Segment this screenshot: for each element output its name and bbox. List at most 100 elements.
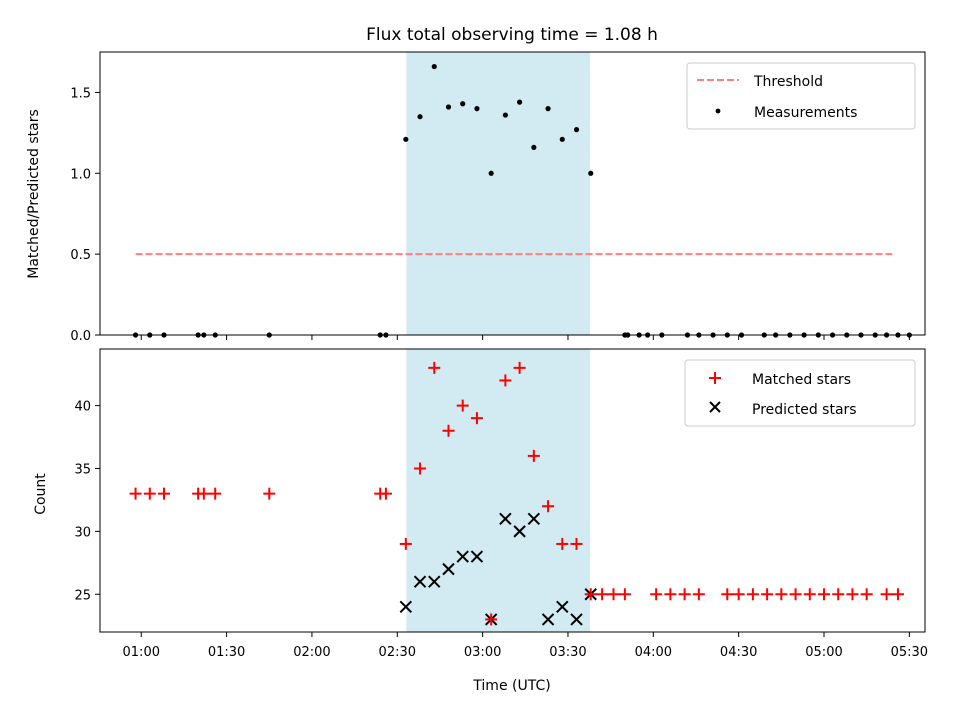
- matched-point: [618, 588, 631, 601]
- y-tick-label: 40: [74, 400, 91, 415]
- matched-point: [607, 588, 620, 601]
- predicted-point: [556, 600, 569, 614]
- x-tick-label: 04:30: [720, 645, 757, 660]
- y-tick-label: 30: [74, 525, 91, 540]
- y-tick-label: 0.0: [70, 329, 91, 344]
- measurement-point: [460, 101, 466, 107]
- predicted-stroke: [470, 550, 484, 563]
- matched-point: [129, 487, 142, 500]
- matched-point: [470, 412, 483, 425]
- top-legend: Threshold Measurements: [686, 62, 916, 130]
- chart-title: Flux total observing time = 1.08 h: [366, 25, 658, 45]
- matched-point: [789, 588, 802, 601]
- matched-point: [721, 588, 734, 601]
- x-axis-label: Time (UTC): [472, 678, 550, 694]
- bottom-y-ticks: 25 30 35 40: [74, 400, 100, 603]
- matched-point: [513, 361, 526, 374]
- legend-measurements-swatch: [715, 108, 721, 114]
- matched-point: [732, 588, 745, 601]
- matched-point: [542, 500, 555, 513]
- matched-point: [891, 588, 904, 601]
- measurement-point: [403, 136, 409, 142]
- predicted-stroke: [541, 613, 555, 626]
- x-tick-label: 02:30: [379, 645, 416, 660]
- matched-point: [678, 588, 691, 601]
- bottom-x-ticks: 01:00 01:30 02:00 02:30 03:00 03:30 04:00 04:30…: [123, 632, 928, 660]
- matched-point: [414, 462, 427, 475]
- predicted-stroke: [556, 600, 569, 614]
- predicted-point: [442, 562, 455, 576]
- matched-point: [832, 588, 845, 601]
- predicted-stroke: [413, 575, 427, 588]
- measurement-point: [417, 114, 423, 120]
- measurement-point: [502, 112, 508, 118]
- matched-point: [596, 588, 609, 601]
- predicted-point: [513, 525, 526, 538]
- matched-point: [143, 487, 156, 500]
- observing-window-band: [406, 52, 591, 335]
- matched-point: [379, 487, 392, 500]
- matched-point: [746, 588, 759, 601]
- predicted-stroke: [456, 550, 469, 563]
- measurement-point: [431, 63, 437, 70]
- observing-window-band: [406, 349, 591, 632]
- measurement-point: [559, 136, 565, 142]
- measurement-point: [573, 127, 580, 133]
- bottom-axes-frame: [99, 348, 926, 633]
- predicted-point: [428, 575, 441, 588]
- predicted-point: [499, 512, 512, 526]
- legend-predicted-label: Predicted stars: [752, 402, 857, 418]
- x-tick-label: 01:00: [123, 645, 160, 660]
- matched-point: [880, 588, 893, 601]
- matched-point: [584, 588, 597, 601]
- measurement-point: [517, 99, 523, 105]
- predicted-point: [570, 613, 583, 626]
- predicted-stroke: [442, 562, 455, 576]
- predicted-stroke: [428, 575, 441, 588]
- legend-matched-swatch: [709, 372, 721, 384]
- matched-point: [761, 588, 774, 601]
- measurement-point: [531, 144, 537, 151]
- matched-point: [775, 588, 788, 601]
- matched-point: [527, 449, 540, 462]
- x-tick-label: 05:30: [891, 645, 928, 660]
- matched-point: [263, 487, 276, 500]
- bottom-legend: Matched stars Predicted stars: [684, 359, 916, 427]
- observing-window-rect: [406, 52, 591, 335]
- predicted-point: [456, 550, 469, 563]
- legend-measurements-label: Measurements: [754, 105, 857, 121]
- matched-point: [158, 487, 171, 500]
- x-tick-label: 02:00: [293, 645, 330, 660]
- matched-point: [846, 588, 859, 601]
- legend-matched-label: Matched stars: [752, 372, 851, 388]
- predicted-stroke: [527, 512, 541, 526]
- measurement-point: [588, 170, 594, 176]
- matched-point: [692, 588, 705, 601]
- matched-point: [556, 537, 569, 550]
- x-tick-label: 03:00: [464, 645, 501, 660]
- matched-point: [860, 588, 873, 601]
- x-tick-label: 04:00: [635, 645, 672, 660]
- y-tick-label: 1.0: [70, 167, 91, 182]
- measurement-point: [545, 106, 551, 112]
- predicted-point: [470, 550, 484, 563]
- matched-point: [803, 588, 816, 601]
- top-y-ticks: 0.0 0.5 1.0 1.5: [70, 86, 100, 344]
- y-tick-label: 0.5: [70, 248, 91, 263]
- matched-point: [428, 361, 441, 374]
- predicted-point: [541, 613, 555, 626]
- matched-point: [399, 537, 412, 550]
- predicted-stroke: [570, 613, 583, 626]
- measurement-point: [474, 106, 480, 112]
- bottom-y-axis-label: Count: [33, 473, 49, 515]
- legend-threshold-label: Threshold: [753, 74, 823, 90]
- predicted-stroke: [513, 525, 526, 538]
- y-tick-label: 25: [74, 588, 91, 603]
- bottom-legend-box: [684, 359, 916, 427]
- matched-point: [209, 487, 222, 500]
- matched-point: [650, 588, 663, 601]
- observing-window-rect: [406, 349, 591, 632]
- x-tick-label: 01:30: [208, 645, 245, 660]
- predicted-point: [413, 575, 427, 588]
